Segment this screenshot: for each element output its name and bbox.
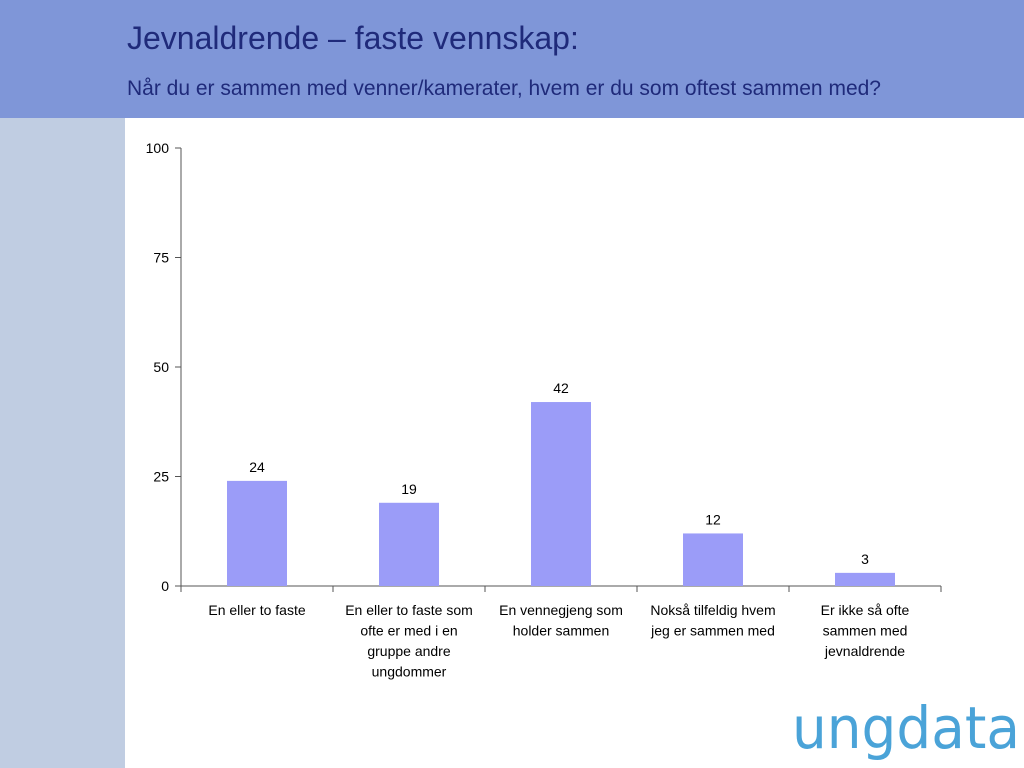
x-tick-label-line: jevnaldrende — [824, 643, 905, 659]
x-tick-label-line: Nokså tilfeldig hvem — [650, 602, 775, 618]
ungdata-logo-text: ungdata — [792, 698, 1020, 762]
data-label: 12 — [705, 511, 721, 527]
y-tick-label: 25 — [153, 469, 169, 485]
y-tick-label: 75 — [153, 250, 169, 266]
x-tick-label-line: ofte er med i en — [360, 623, 457, 639]
bar — [531, 402, 591, 586]
bar — [835, 572, 895, 586]
x-tick-label-line: En eller to faste som — [345, 602, 473, 618]
x-tick-label: En eller to faste — [208, 602, 305, 618]
bar — [379, 502, 439, 586]
x-tick-label: En eller to faste som ofte er med i en gru… — [345, 602, 473, 680]
data-label: 3 — [861, 551, 869, 567]
bar — [683, 533, 743, 586]
page-subtitle: Når du er sammen med venner/kamerater, h… — [127, 77, 881, 100]
x-tick-label-line: jeg er sammen med — [650, 623, 775, 639]
bar-chart: 0 25 50 75 100 24 En eller to faste 19 En eller … — [146, 140, 942, 680]
x-tick-label: Er ikke så ofte sammen med jevnaldrende — [821, 602, 910, 659]
bar — [227, 480, 287, 586]
x-tick-label-line: En vennegjeng som — [499, 602, 623, 618]
x-tick-label: Nokså tilfeldig hvem jeg er sammen med — [650, 602, 776, 639]
left-sidebar-band — [0, 118, 125, 768]
x-tick-label-line: En eller to faste — [208, 602, 305, 618]
x-tick-label: En vennegjeng som holder sammen — [499, 602, 623, 639]
page-title: Jevnaldrende – faste vennskap: — [127, 20, 579, 56]
x-tick-label-line: Er ikke så ofte — [821, 602, 910, 618]
y-tick-label: 100 — [146, 140, 170, 156]
x-tick-label-line: gruppe andre — [367, 643, 451, 659]
header-banner: Jevnaldrende – faste vennskap: Når du er… — [0, 0, 1024, 118]
data-label: 19 — [401, 481, 417, 497]
y-tick-label: 50 — [153, 359, 169, 375]
x-tick-label-line: ungdommer — [372, 664, 447, 680]
y-tick-label: 0 — [161, 578, 169, 594]
ungdata-logo: ungdata — [792, 698, 1020, 762]
x-tick-label-line: sammen med — [823, 623, 908, 639]
x-tick-label-line: holder sammen — [513, 623, 610, 639]
data-label: 24 — [249, 459, 265, 475]
data-label: 42 — [553, 380, 569, 396]
